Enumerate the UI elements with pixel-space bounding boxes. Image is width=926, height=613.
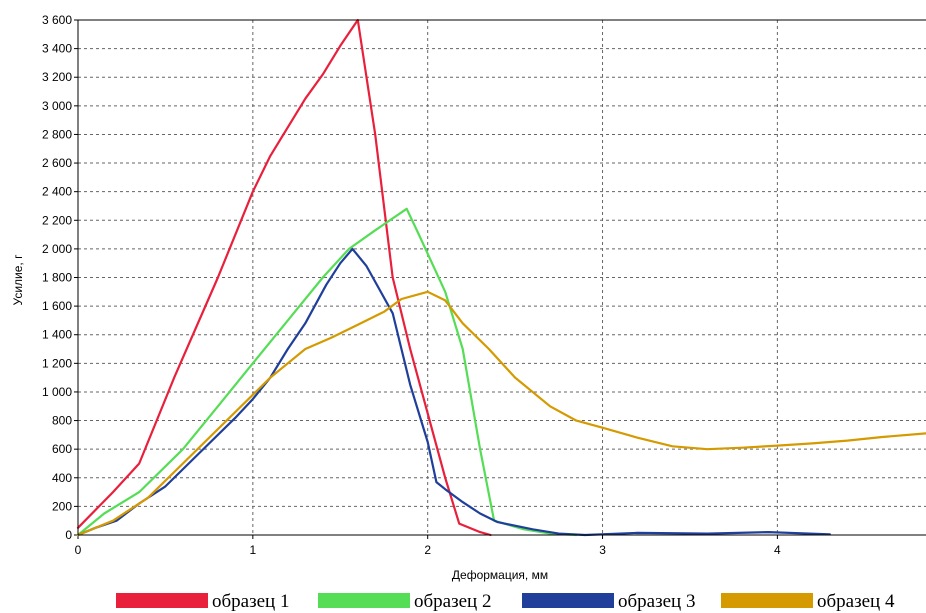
y-tick-label: 3 200 xyxy=(42,70,72,84)
series-line-2 xyxy=(76,207,578,537)
legend-label-2: образец 2 xyxy=(414,591,491,612)
legend-swatch-3 xyxy=(522,593,614,608)
y-tick-label: 2 400 xyxy=(42,185,72,199)
y-tick-label: 400 xyxy=(52,471,72,485)
y-tick-label: 2 600 xyxy=(42,156,72,170)
y-tick-label: 1 800 xyxy=(42,271,72,285)
y-tick-label: 1 600 xyxy=(42,299,72,313)
plot-frame xyxy=(77,19,926,536)
y-tick-label: 2 000 xyxy=(42,242,72,256)
legend: образец 1 образец 2 образец 3 образец 4 xyxy=(116,591,895,612)
y-tick-label: 1 200 xyxy=(42,356,72,370)
x-axis-label: Деформация, мм xyxy=(452,568,548,582)
y-tick-label: 1 400 xyxy=(42,328,72,342)
legend-label-1: образец 1 xyxy=(212,591,289,612)
y-tick-label: 2 200 xyxy=(42,213,72,227)
x-tick-label: 3 xyxy=(599,543,606,557)
legend-swatch-2 xyxy=(318,593,410,608)
y-tick-label: 0 xyxy=(65,528,72,542)
y-tick-label: 3 600 xyxy=(42,13,72,27)
series-line-3 xyxy=(76,247,831,537)
y-tick-label: 3 400 xyxy=(42,42,72,56)
y-tick-label: 3 000 xyxy=(42,99,72,113)
x-tick-label: 0 xyxy=(75,543,82,557)
y-axis-label: Усилие, г xyxy=(11,254,25,306)
x-axis-ticks: 0 1 2 3 4 xyxy=(75,535,781,557)
y-tick-label: 2 800 xyxy=(42,127,72,141)
series-lines xyxy=(76,18,926,537)
legend-swatch-1 xyxy=(116,593,208,608)
y-tick-label: 800 xyxy=(52,414,72,428)
series-line-4 xyxy=(76,290,926,537)
y-tick-label: 200 xyxy=(52,499,72,513)
legend-label-3: образец 3 xyxy=(618,591,695,612)
x-tick-label: 1 xyxy=(250,543,257,557)
x-tick-label: 2 xyxy=(424,543,431,557)
series-line-1 xyxy=(76,18,492,537)
legend-swatch-4 xyxy=(721,593,813,608)
y-axis-ticks: 0 200 400 600 800 1 000 1 200 1 400 1 600 1 800 2 … xyxy=(42,13,78,542)
x-tick-label: 4 xyxy=(774,543,781,557)
legend-label-4: образец 4 xyxy=(817,591,895,612)
y-tick-label: 1 000 xyxy=(42,385,72,399)
y-tick-label: 600 xyxy=(52,442,72,456)
grid-lines xyxy=(78,20,926,535)
